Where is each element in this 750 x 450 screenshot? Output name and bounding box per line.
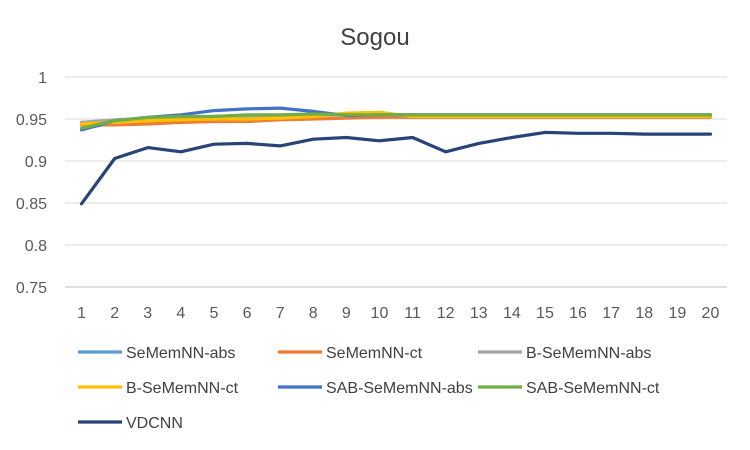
x-tick-label: 18 [635, 305, 653, 322]
y-tick-label: 0.95 [16, 112, 47, 129]
legend-label: B-SeMemNN-ct [126, 380, 239, 397]
y-tick-label: 0.9 [25, 154, 47, 171]
gridlines [65, 76, 727, 288]
x-tick-label: 2 [110, 305, 119, 322]
y-tick-label: 0.85 [16, 196, 47, 213]
x-tick-label: 16 [569, 305, 587, 322]
x-tick-label: 3 [143, 305, 152, 322]
x-tick-label: 6 [243, 305, 252, 322]
x-tick-label: 15 [536, 305, 554, 322]
series-line-vdcnn [79, 130, 713, 206]
y-axis-ticks: 0.75 0.8 0.85 0.9 0.95 1 [16, 70, 47, 297]
x-tick-label: 11 [404, 305, 421, 322]
legend-label: SAB-SeMemNN-ct [526, 380, 660, 397]
x-tick-label: 13 [470, 305, 488, 322]
y-tick-label: 1 [38, 70, 47, 87]
x-tick-label: 10 [371, 305, 389, 322]
x-axis: 1 2 3 4 5 6 7 8 9 10 11 12 13 14 15 16 17 18 19 20 [77, 305, 719, 322]
legend-label: SeMemNN-abs [126, 345, 235, 362]
series-lines [79, 106, 713, 206]
x-tick-label: 17 [602, 305, 620, 322]
series-line-sab-sememnn-ct [79, 112, 713, 130]
x-tick-label: 14 [503, 305, 521, 322]
y-tick-label: 0.75 [16, 280, 47, 297]
y-tick-label: 0.8 [25, 238, 47, 255]
x-tick-label: 5 [209, 305, 218, 322]
legend-label: SAB-SeMemNN-abs [326, 380, 473, 397]
x-tick-label: 7 [276, 305, 285, 322]
legend-label: SeMemNN-ct [326, 345, 423, 362]
x-tick-label: 12 [437, 305, 455, 322]
legend: SeMemNN-abs SeMemNN-ct B-SeMemNN-abs B-SeMe… [78, 345, 660, 432]
legend-label: B-SeMemNN-abs [526, 345, 651, 362]
x-tick-label: 20 [702, 305, 720, 322]
x-tick-label: 9 [342, 305, 351, 322]
chart-title: Sogou [340, 24, 409, 51]
x-tick-label: 19 [668, 305, 686, 322]
legend-label: VDCNN [126, 415, 183, 432]
x-tick-label: 1 [77, 305, 86, 322]
x-tick-label: 4 [176, 305, 185, 322]
x-tick-label: 8 [309, 305, 318, 322]
